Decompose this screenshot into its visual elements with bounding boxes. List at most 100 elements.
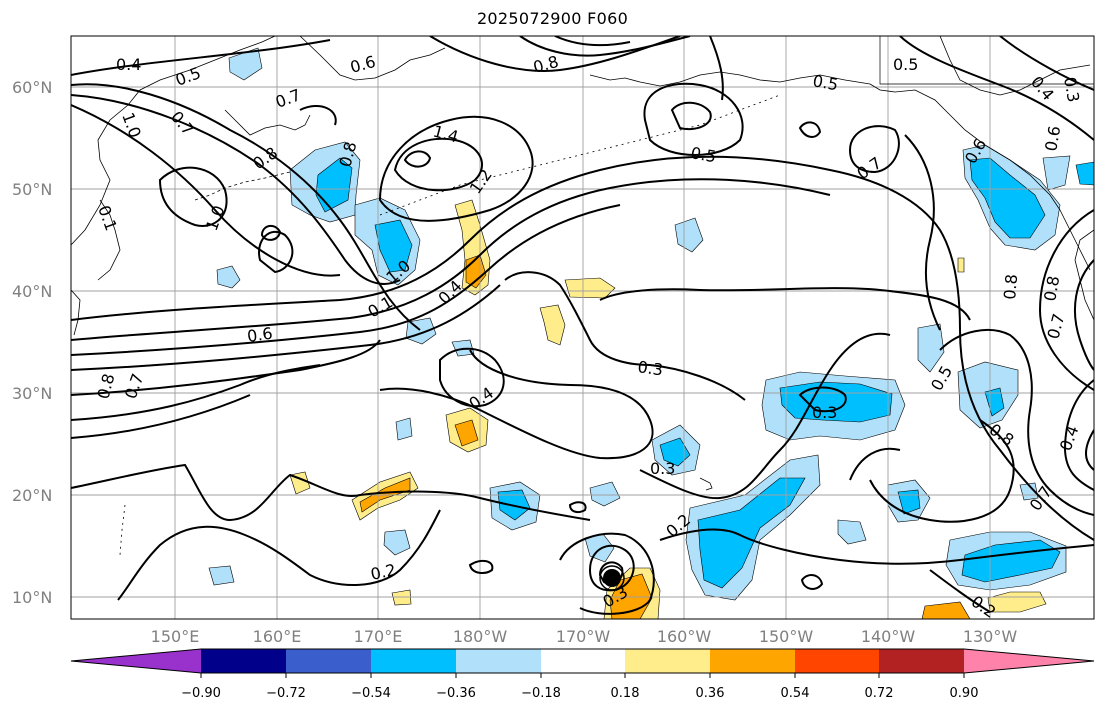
map-frame xyxy=(70,35,1095,620)
colorbar-swatch xyxy=(456,649,541,673)
colorbar-tick-label: −0.72 xyxy=(266,686,306,701)
contour-label: 0.4 xyxy=(116,55,141,74)
contour-line xyxy=(800,574,824,590)
negative-shading xyxy=(208,47,1094,601)
contour-line xyxy=(71,104,341,277)
shade-region xyxy=(539,304,566,346)
shade-region xyxy=(216,265,241,289)
coastline xyxy=(224,109,311,136)
storm-center-ring xyxy=(599,565,625,591)
storm-center-marker xyxy=(603,569,621,587)
contour-line xyxy=(643,82,744,156)
contour-line xyxy=(848,125,900,174)
shade-region xyxy=(454,419,479,447)
contour-line xyxy=(504,271,746,401)
contour-line xyxy=(709,36,724,101)
coastlines xyxy=(71,36,1094,556)
contour-line xyxy=(798,121,822,138)
lat-label: 10°N xyxy=(12,588,52,607)
shade-region xyxy=(208,565,235,586)
shade-region xyxy=(1042,155,1071,191)
colorbar-swatch xyxy=(286,649,371,673)
lat-label: 60°N xyxy=(12,78,52,97)
shade-region xyxy=(564,277,616,299)
shade-region xyxy=(589,481,621,507)
colorbar-tick-label: −0.18 xyxy=(521,686,561,701)
contour-line xyxy=(1074,259,1094,371)
colorbar-tick-label: −0.36 xyxy=(436,686,476,701)
coastline xyxy=(299,36,446,81)
colorbar-tick-label: 0.72 xyxy=(865,686,894,701)
shade-region xyxy=(674,217,704,253)
contour-line xyxy=(299,105,337,126)
shade-region xyxy=(1075,161,1094,186)
contour-line xyxy=(849,447,901,481)
contour-line xyxy=(403,150,432,168)
lat-label: 20°N xyxy=(12,486,52,505)
shade-region xyxy=(391,589,412,606)
contour-line xyxy=(71,94,401,285)
contour-line xyxy=(798,386,847,413)
contour-label: 0.3 xyxy=(1060,75,1083,103)
contour-line xyxy=(670,101,712,131)
colorbar-swatch xyxy=(541,649,625,673)
contour-line xyxy=(999,36,1094,91)
contour-line xyxy=(71,178,831,341)
lon-label: 130°W xyxy=(963,627,1018,646)
coastline xyxy=(879,36,1094,85)
colorbar-ticks xyxy=(200,673,965,678)
colorbar: −0.90 −0.72 −0.54 −0.36 −0.18 0.18 0.36 … xyxy=(70,648,1095,701)
contour-label: 0.6 xyxy=(1041,124,1064,152)
lon-label: 180°W xyxy=(453,627,508,646)
colorbar-tick-label: −0.54 xyxy=(351,686,391,701)
coastline xyxy=(119,504,126,556)
shade-region xyxy=(228,47,263,81)
contour-label: 0.5 xyxy=(893,55,918,74)
colorbar-swatch xyxy=(879,649,964,673)
contour-line xyxy=(468,559,494,574)
contour-label: 0.3 xyxy=(636,357,664,379)
shade-region xyxy=(697,477,806,589)
shade-region xyxy=(917,323,945,373)
colorbar-swatch xyxy=(710,649,795,673)
contour-line xyxy=(379,349,654,460)
lon-label: 160°W xyxy=(657,627,712,646)
shade-region xyxy=(969,157,1046,239)
colorbar-swatch xyxy=(71,649,201,673)
colorbar-tick-label: 0.18 xyxy=(611,686,640,701)
contour-line xyxy=(71,83,421,331)
lon-label: 140°W xyxy=(861,627,916,646)
contour-label: 0.5 xyxy=(811,71,839,94)
colorbar-swatch xyxy=(625,649,710,673)
contour-line xyxy=(599,287,971,321)
lon-label: 170°E xyxy=(354,627,403,646)
contour-label: 0.6 xyxy=(246,324,274,346)
contour-line xyxy=(904,134,941,331)
contour-label: 0.5 xyxy=(689,143,717,166)
coastline xyxy=(71,289,81,336)
coastline xyxy=(869,83,1061,211)
contour-label: 0.3 xyxy=(812,403,837,422)
colorbar-swatch xyxy=(201,649,286,673)
contour-line xyxy=(258,230,294,274)
colorbar-tick-label: 0.36 xyxy=(696,686,725,701)
contour-line xyxy=(117,509,441,601)
contour-line xyxy=(71,394,251,439)
shade-region xyxy=(374,219,413,273)
shade-region xyxy=(921,601,971,619)
contour-line xyxy=(939,329,1094,516)
colorbar-swatch xyxy=(964,649,1094,673)
contour-lines xyxy=(71,36,1094,615)
contour-line xyxy=(519,36,691,57)
lon-label: 150°W xyxy=(759,627,814,646)
lat-label: 30°N xyxy=(12,384,52,403)
coastline xyxy=(194,171,291,201)
shade-region xyxy=(315,157,353,213)
contour-line xyxy=(899,36,1094,141)
colorbar-tick-label: 0.54 xyxy=(781,686,810,701)
contour-line xyxy=(71,204,621,356)
contour-line xyxy=(71,364,321,421)
contour-line xyxy=(659,528,1094,565)
contour-label: 0.8 xyxy=(1040,274,1063,302)
